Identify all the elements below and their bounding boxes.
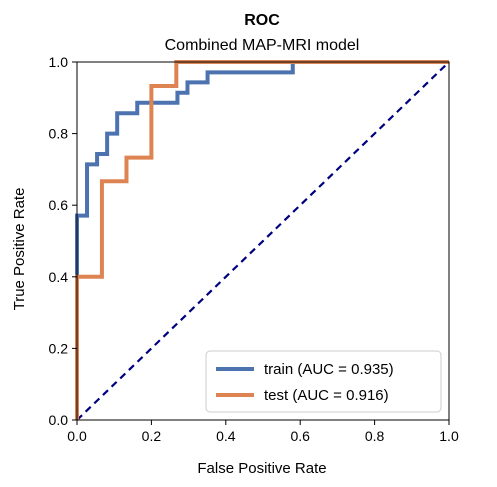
x-tick-label: 1.0: [439, 428, 459, 444]
y-axis-label: True Positive Rate: [11, 188, 28, 311]
legend-box: [205, 350, 442, 413]
x-tick-label: 0.8: [365, 428, 385, 444]
legend-label: train (AUC = 0.935): [264, 361, 394, 378]
chart-title: ROC: [244, 12, 280, 29]
plot-frame: [76, 61, 450, 421]
y-tick-label: 0.6: [49, 197, 69, 213]
y-tick-label: 0.0: [49, 412, 69, 428]
y-tick-label: 0.2: [49, 340, 69, 356]
x-axis-label: False Positive Rate: [197, 460, 326, 477]
x-tick-label: 0.4: [216, 428, 236, 444]
series-line-train: [75, 60, 449, 420]
legend: train (AUC = 0.935) test (AUC = 0.916): [205, 350, 442, 413]
x-tick-label: 0.6: [290, 428, 310, 444]
x-tick-label: 0.0: [67, 428, 87, 444]
x-tick-label: 0.2: [142, 428, 162, 444]
y-tick-label: 0.8: [49, 126, 69, 142]
axis-ticks: 0.0 0.2 0.4 0.6 0.8 1.0 0.0 0.2 0.4 0.6 0.8 1.0: [49, 54, 459, 444]
series-line-test: [75, 60, 449, 420]
legend-label: test (AUC = 0.916): [264, 387, 389, 404]
chart-subtitle: Combined MAP-MRI model: [165, 37, 360, 54]
chance-diagonal-line: [76, 61, 450, 421]
plot-lines: [75, 60, 450, 421]
y-tick-label: 1.0: [49, 54, 69, 70]
y-tick-label: 0.4: [49, 269, 69, 285]
